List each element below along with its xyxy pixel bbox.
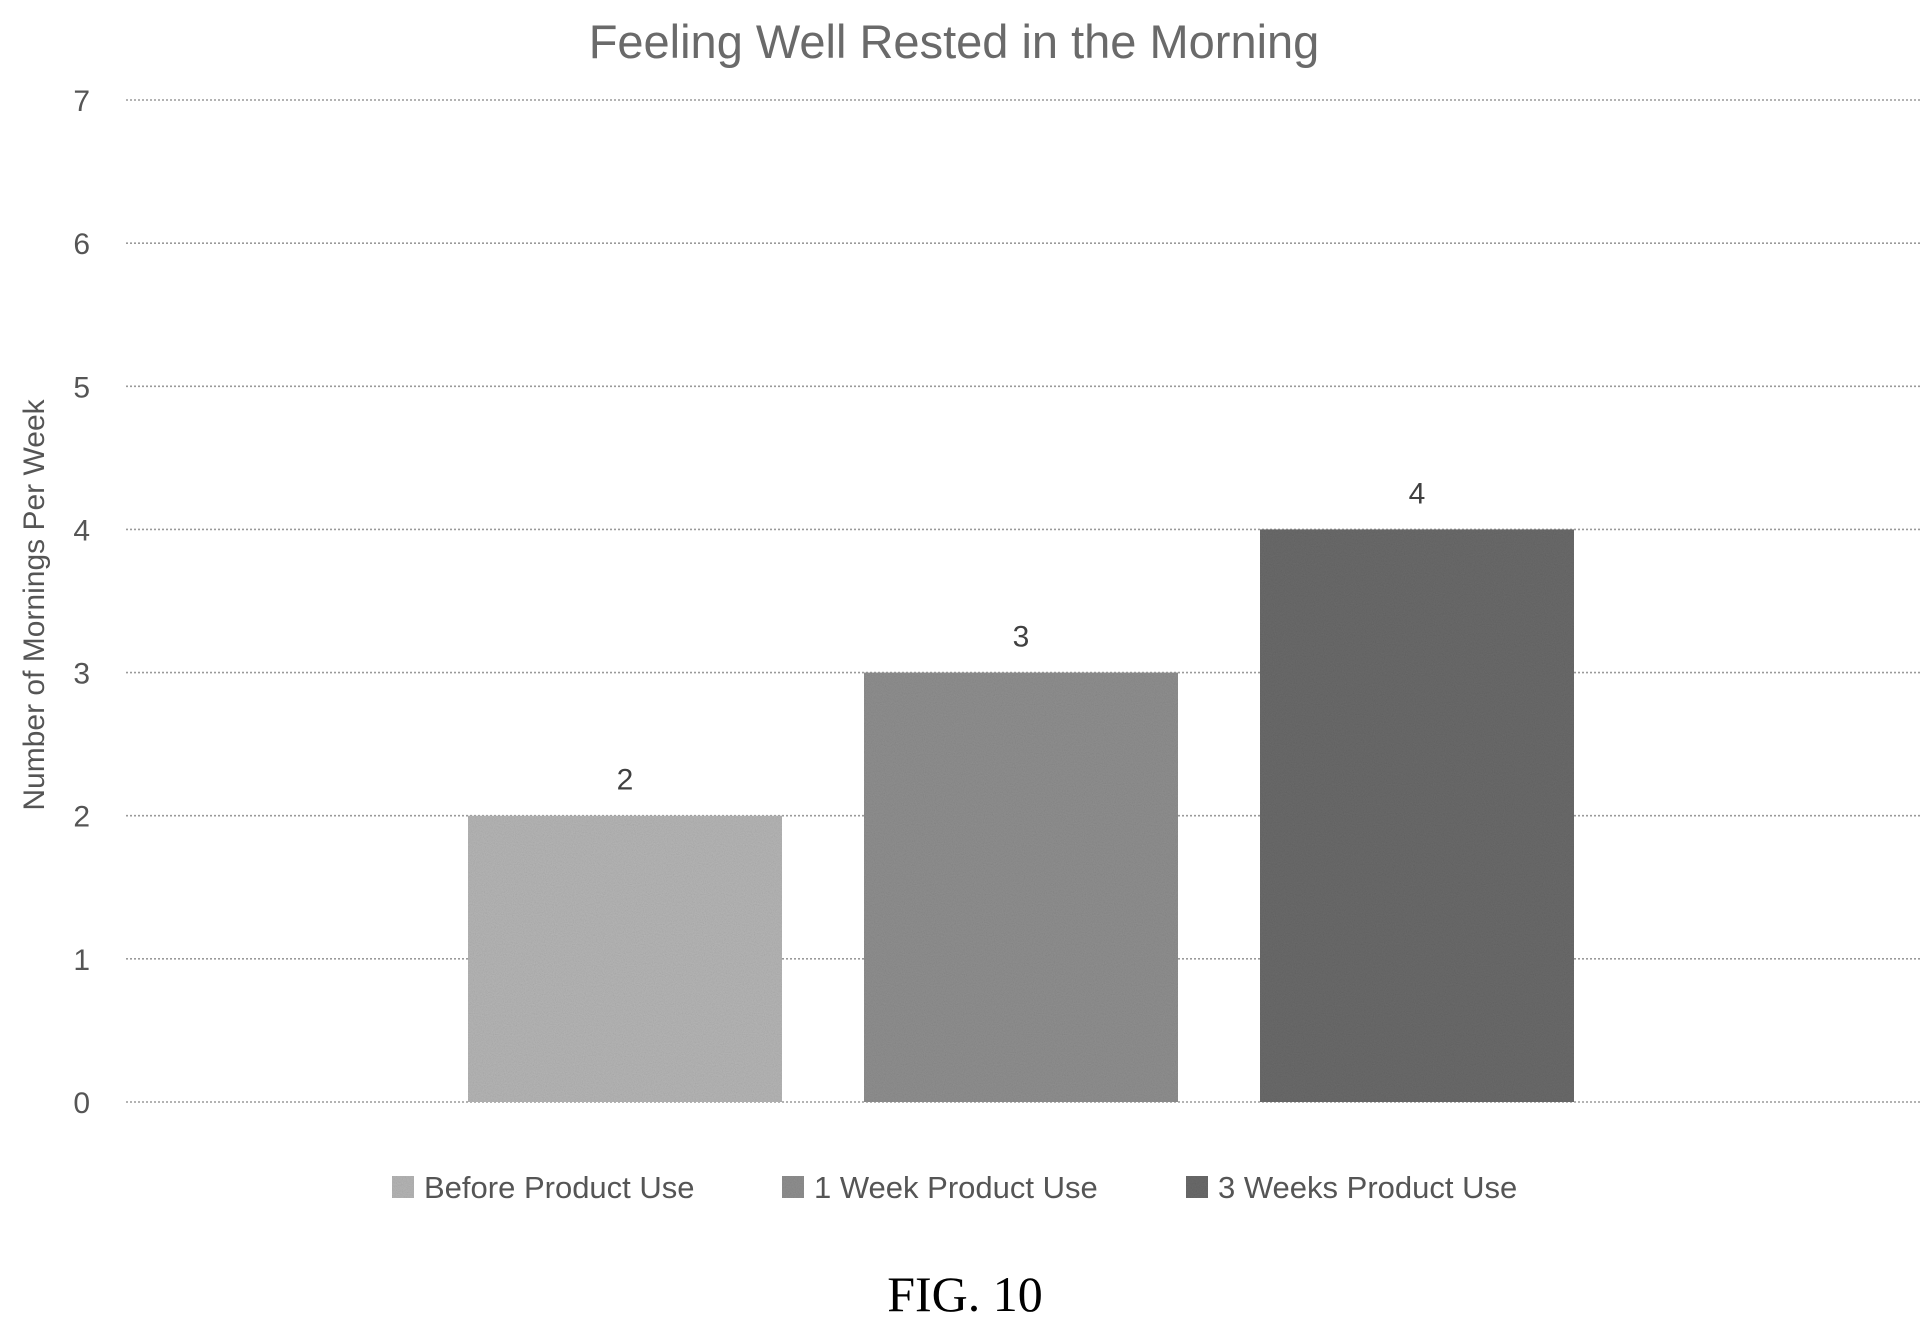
y-tick-label: 0 (73, 1087, 90, 1120)
y-axis-ticks: 0 1 2 3 4 5 6 7 (73, 85, 90, 1120)
y-tick-label: 2 (73, 801, 90, 834)
data-label: 2 (617, 764, 634, 797)
figure-caption: FIG. 10 (887, 1266, 1043, 1322)
bars (468, 529, 1574, 1102)
y-tick-label: 4 (73, 514, 90, 547)
y-tick-label: 7 (73, 85, 90, 118)
legend-swatch (392, 1176, 414, 1198)
legend: Before Product Use 1 Week Product Use 3 We… (392, 1170, 1517, 1205)
bar-2 (864, 672, 1178, 1102)
y-tick-label: 6 (73, 228, 90, 261)
data-label: 3 (1013, 621, 1030, 654)
legend-label: 1 Week Product Use (814, 1170, 1098, 1205)
data-label: 4 (1409, 477, 1426, 510)
legend-swatch (1186, 1176, 1208, 1198)
legend-label: 3 Weeks Product Use (1218, 1170, 1517, 1205)
chart-title: Feeling Well Rested in the Morning (589, 15, 1320, 68)
legend-swatch (782, 1176, 804, 1198)
y-tick-label: 5 (73, 371, 90, 404)
y-axis-label: Number of Mornings Per Week (18, 398, 51, 810)
data-labels: 2 3 4 (617, 477, 1426, 796)
y-tick-label: 3 (73, 658, 90, 691)
bar-1 (468, 815, 782, 1102)
bar-3 (1260, 529, 1574, 1102)
legend-label: Before Product Use (424, 1170, 695, 1205)
y-tick-label: 1 (73, 944, 90, 977)
